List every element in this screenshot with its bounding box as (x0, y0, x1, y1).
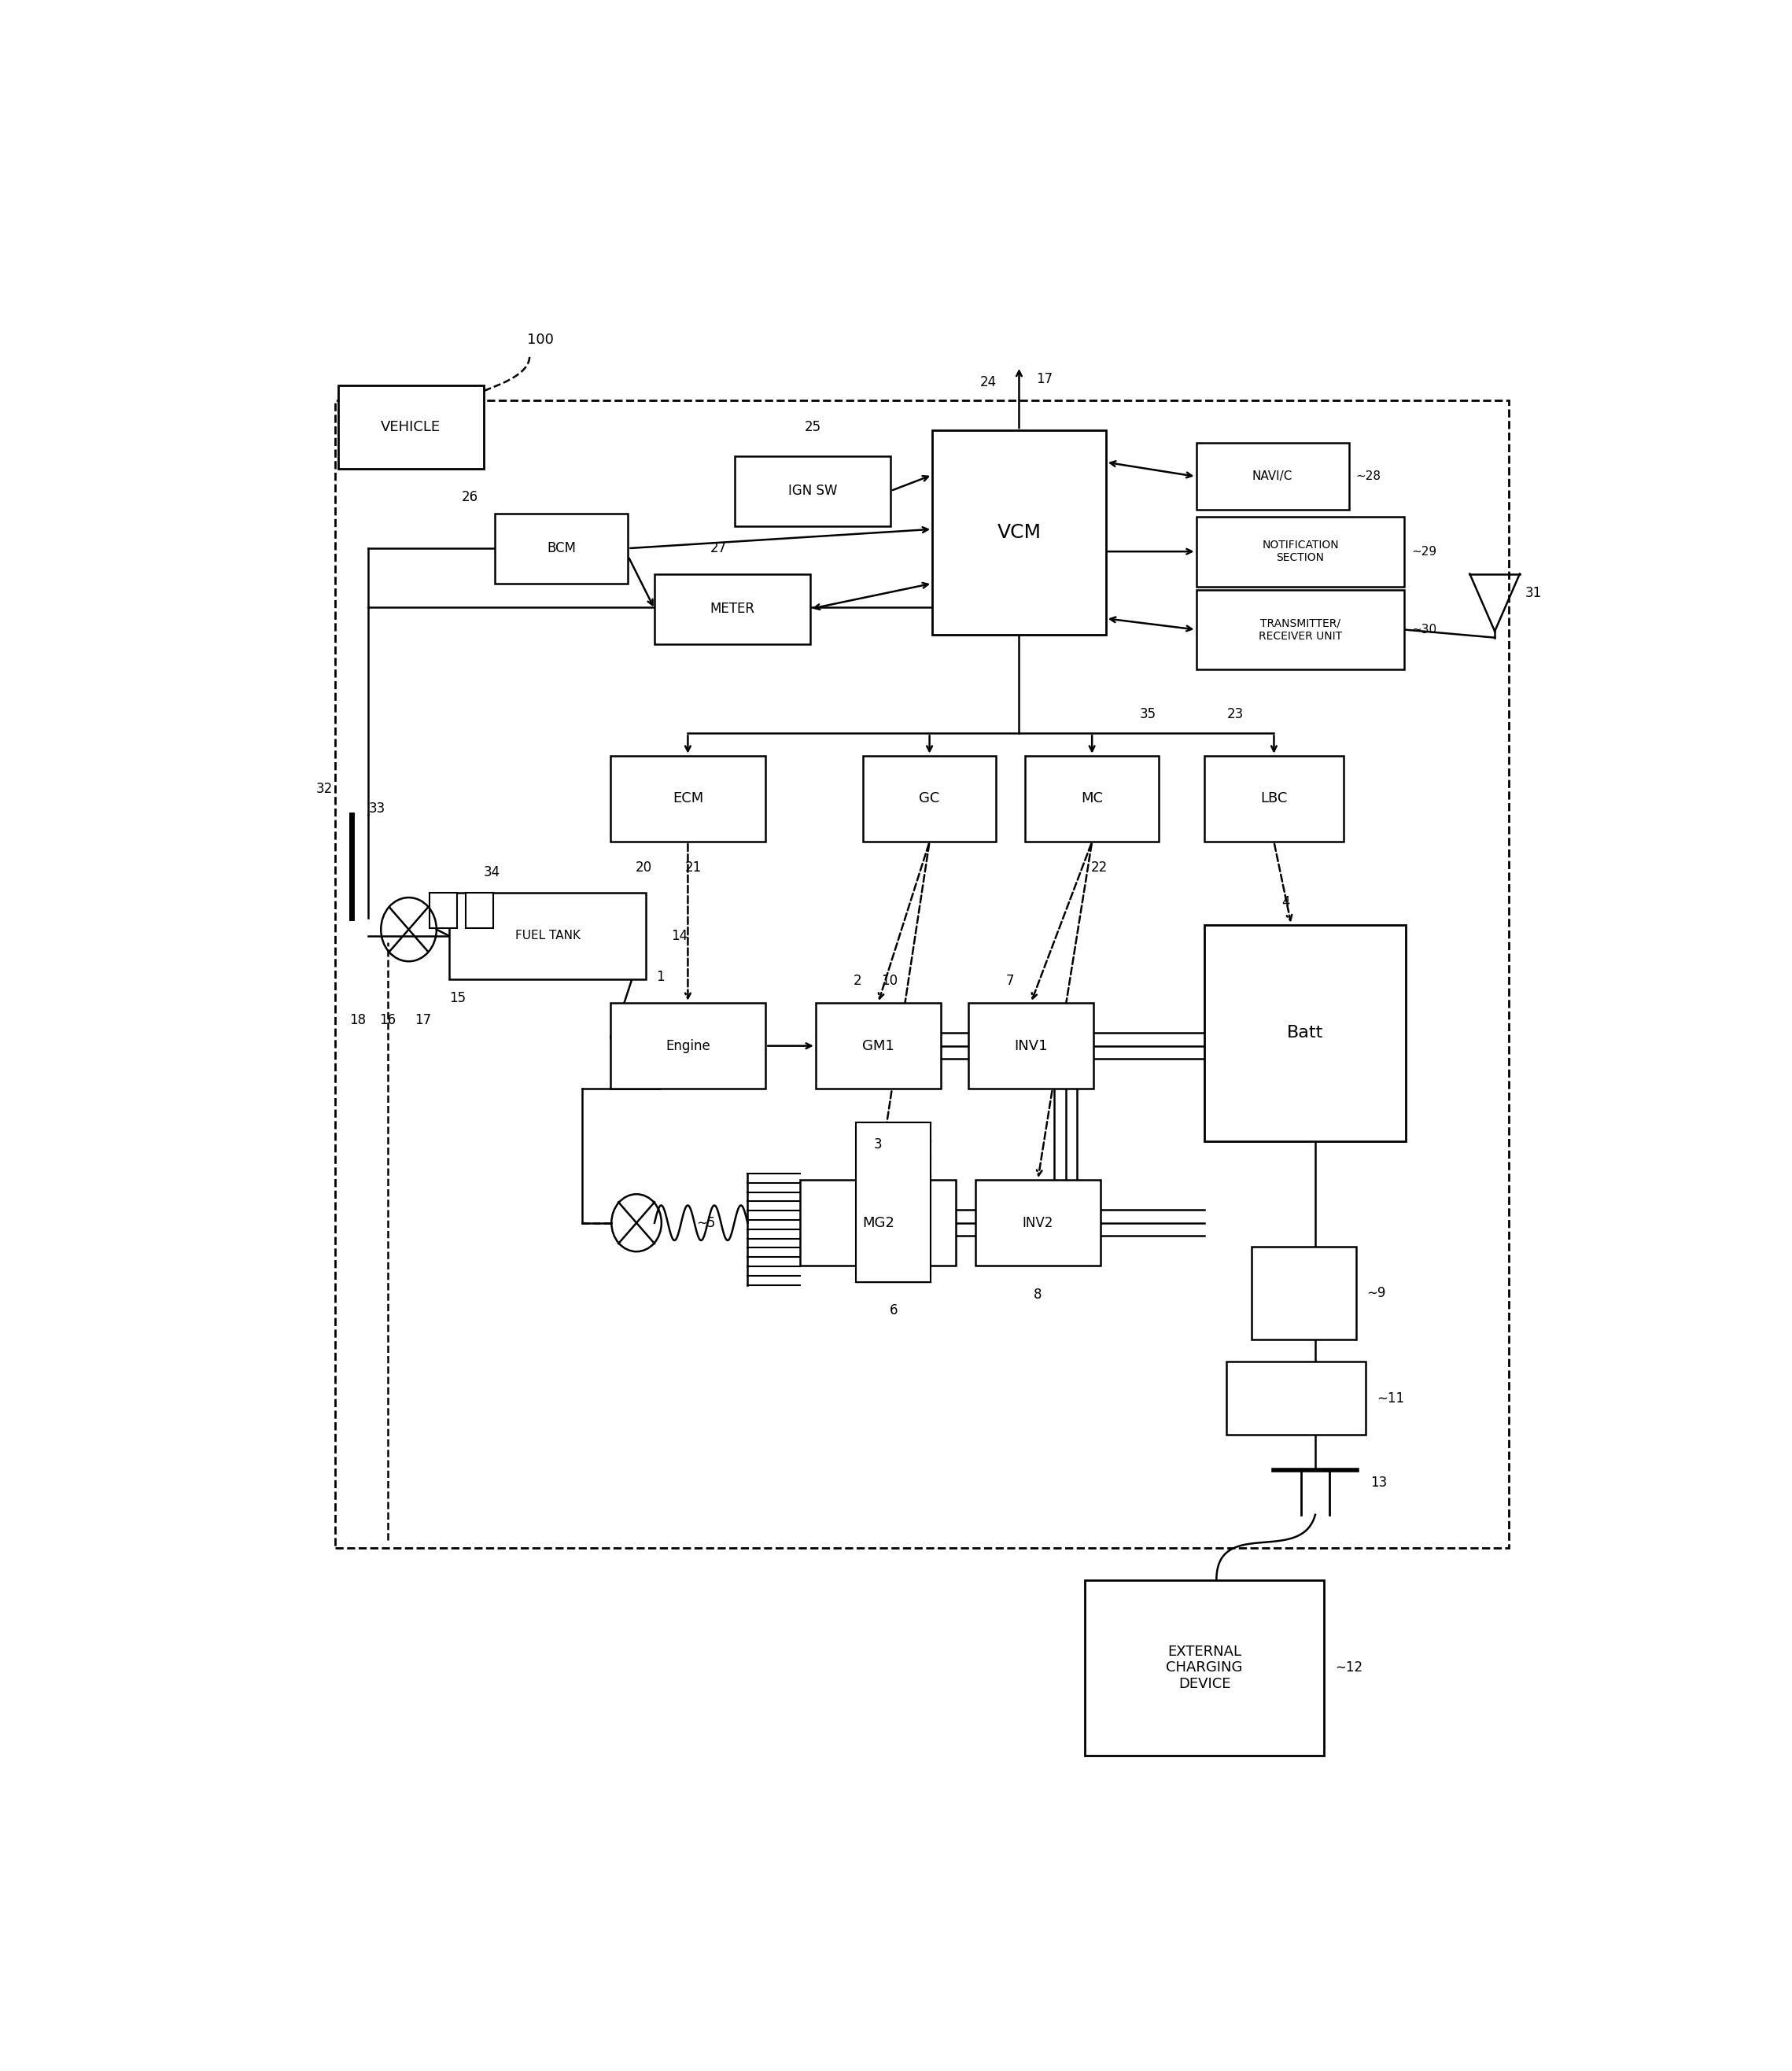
Text: 4: 4 (1281, 895, 1290, 909)
Text: ECM: ECM (672, 791, 702, 806)
Text: 21: 21 (685, 859, 702, 874)
FancyBboxPatch shape (932, 431, 1106, 634)
FancyBboxPatch shape (1197, 443, 1349, 509)
Text: 14: 14 (672, 928, 688, 942)
Text: 27: 27 (710, 541, 728, 555)
FancyBboxPatch shape (654, 574, 810, 644)
Text: GM1: GM1 (862, 1040, 894, 1052)
Text: INV1: INV1 (1014, 1040, 1048, 1052)
Text: 17: 17 (414, 1013, 430, 1027)
Text: MG2: MG2 (862, 1216, 894, 1230)
Text: ∼30: ∼30 (1412, 623, 1437, 636)
Text: EXTERNAL
CHARGING
DEVICE: EXTERNAL CHARGING DEVICE (1167, 1644, 1244, 1692)
FancyBboxPatch shape (801, 1180, 955, 1265)
Text: 35: 35 (1140, 706, 1156, 721)
FancyBboxPatch shape (430, 893, 457, 928)
Text: 16: 16 (380, 1013, 396, 1027)
Text: 3: 3 (874, 1137, 882, 1151)
Text: 34: 34 (484, 866, 500, 878)
Text: 18: 18 (349, 1013, 366, 1027)
Text: 20: 20 (634, 859, 652, 874)
Text: 13: 13 (1371, 1477, 1387, 1489)
Text: 22: 22 (1091, 859, 1107, 874)
Text: 26: 26 (462, 491, 478, 505)
Text: 7: 7 (1005, 973, 1014, 988)
Text: 15: 15 (450, 990, 466, 1004)
FancyBboxPatch shape (339, 385, 484, 468)
FancyBboxPatch shape (975, 1180, 1100, 1265)
Text: NAVI/C: NAVI/C (1253, 470, 1292, 483)
Text: Engine: Engine (665, 1040, 710, 1052)
FancyBboxPatch shape (609, 1002, 765, 1089)
Text: 31: 31 (1525, 586, 1543, 601)
Text: 100: 100 (527, 331, 554, 346)
FancyBboxPatch shape (815, 1002, 941, 1089)
FancyBboxPatch shape (1086, 1580, 1324, 1756)
FancyBboxPatch shape (864, 756, 996, 841)
Text: INV2: INV2 (1023, 1216, 1054, 1230)
Text: ∼29: ∼29 (1412, 545, 1437, 557)
Text: 32: 32 (315, 783, 332, 795)
Text: ∼12: ∼12 (1335, 1661, 1362, 1675)
FancyBboxPatch shape (1204, 924, 1407, 1141)
Text: VCM: VCM (996, 524, 1041, 543)
Text: 25: 25 (805, 420, 821, 435)
Text: 17: 17 (1036, 373, 1052, 387)
Text: LBC: LBC (1260, 791, 1287, 806)
FancyBboxPatch shape (609, 756, 765, 841)
FancyBboxPatch shape (495, 514, 629, 584)
FancyBboxPatch shape (735, 456, 891, 526)
Text: GC: GC (919, 791, 939, 806)
Text: MC: MC (1081, 791, 1104, 806)
Text: ∼9: ∼9 (1367, 1286, 1387, 1301)
FancyBboxPatch shape (857, 1122, 930, 1282)
Text: ∼5: ∼5 (695, 1216, 715, 1230)
Text: TRANSMITTER/
RECEIVER UNIT: TRANSMITTER/ RECEIVER UNIT (1258, 617, 1342, 642)
Text: FUEL TANK: FUEL TANK (514, 930, 581, 942)
Text: 33: 33 (369, 801, 385, 816)
Text: ∼28: ∼28 (1357, 470, 1382, 483)
Text: ∼11: ∼11 (1376, 1392, 1405, 1406)
FancyBboxPatch shape (1228, 1361, 1366, 1435)
FancyBboxPatch shape (1197, 590, 1405, 669)
FancyBboxPatch shape (1025, 756, 1159, 841)
Text: VEHICLE: VEHICLE (382, 420, 441, 435)
Text: NOTIFICATION
SECTION: NOTIFICATION SECTION (1262, 541, 1339, 563)
Text: METER: METER (710, 603, 754, 615)
FancyBboxPatch shape (466, 893, 493, 928)
Text: 6: 6 (889, 1303, 898, 1317)
FancyBboxPatch shape (1253, 1247, 1357, 1340)
Text: 1: 1 (656, 969, 665, 984)
Text: 8: 8 (1034, 1288, 1041, 1303)
FancyBboxPatch shape (968, 1002, 1093, 1089)
Text: 24: 24 (980, 375, 996, 389)
FancyBboxPatch shape (1197, 516, 1405, 586)
Text: BCM: BCM (547, 541, 575, 555)
Text: 23: 23 (1228, 706, 1244, 721)
FancyBboxPatch shape (1204, 756, 1344, 841)
Text: Batt: Batt (1287, 1025, 1324, 1042)
FancyBboxPatch shape (450, 893, 647, 980)
Text: 2: 2 (853, 973, 862, 988)
Text: 10: 10 (882, 973, 898, 988)
Text: IGN SW: IGN SW (788, 485, 837, 497)
